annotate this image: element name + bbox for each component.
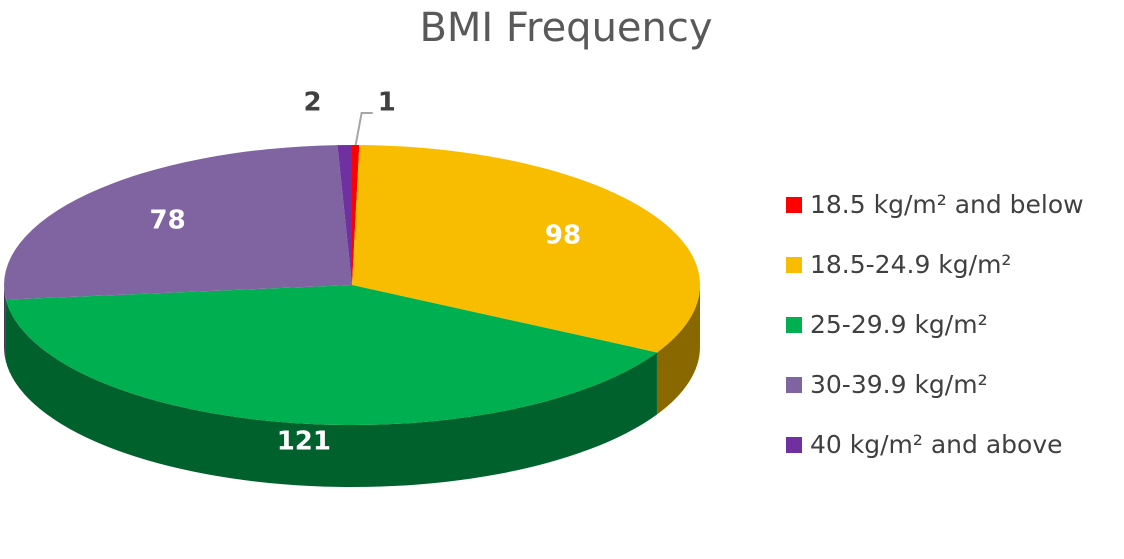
- pie-slice: [337, 145, 352, 285]
- legend-swatch: [786, 257, 802, 273]
- legend-label: 25-29.9 kg/m²: [810, 310, 988, 339]
- data-label: 78: [150, 205, 186, 235]
- data-label: 1: [378, 88, 396, 118]
- chart-title: BMI Frequency: [419, 5, 712, 51]
- leader-line: [354, 112, 373, 146]
- data-label: 121: [277, 426, 331, 456]
- legend-label: 40 kg/m² and above: [810, 430, 1063, 459]
- pie-side: [4, 285, 6, 362]
- legend-swatch: [786, 197, 802, 213]
- legend-swatch: [786, 437, 802, 453]
- pie-side: [5, 299, 657, 487]
- legend-label: 18.5-24.9 kg/m²: [810, 250, 1011, 279]
- legend-swatch: [786, 377, 802, 393]
- legend-label: 18.5 kg/m² and below: [810, 190, 1084, 219]
- pie-slice: [352, 145, 700, 353]
- data-label: 98: [545, 221, 581, 251]
- legend-swatch: [786, 317, 802, 333]
- pie-slice: [4, 145, 353, 300]
- pie-side: [656, 285, 700, 415]
- pie-slice: [5, 285, 657, 425]
- data-label: 2: [303, 88, 321, 118]
- pie-slice: [352, 145, 360, 285]
- legend-label: 30-39.9 kg/m²: [810, 370, 988, 399]
